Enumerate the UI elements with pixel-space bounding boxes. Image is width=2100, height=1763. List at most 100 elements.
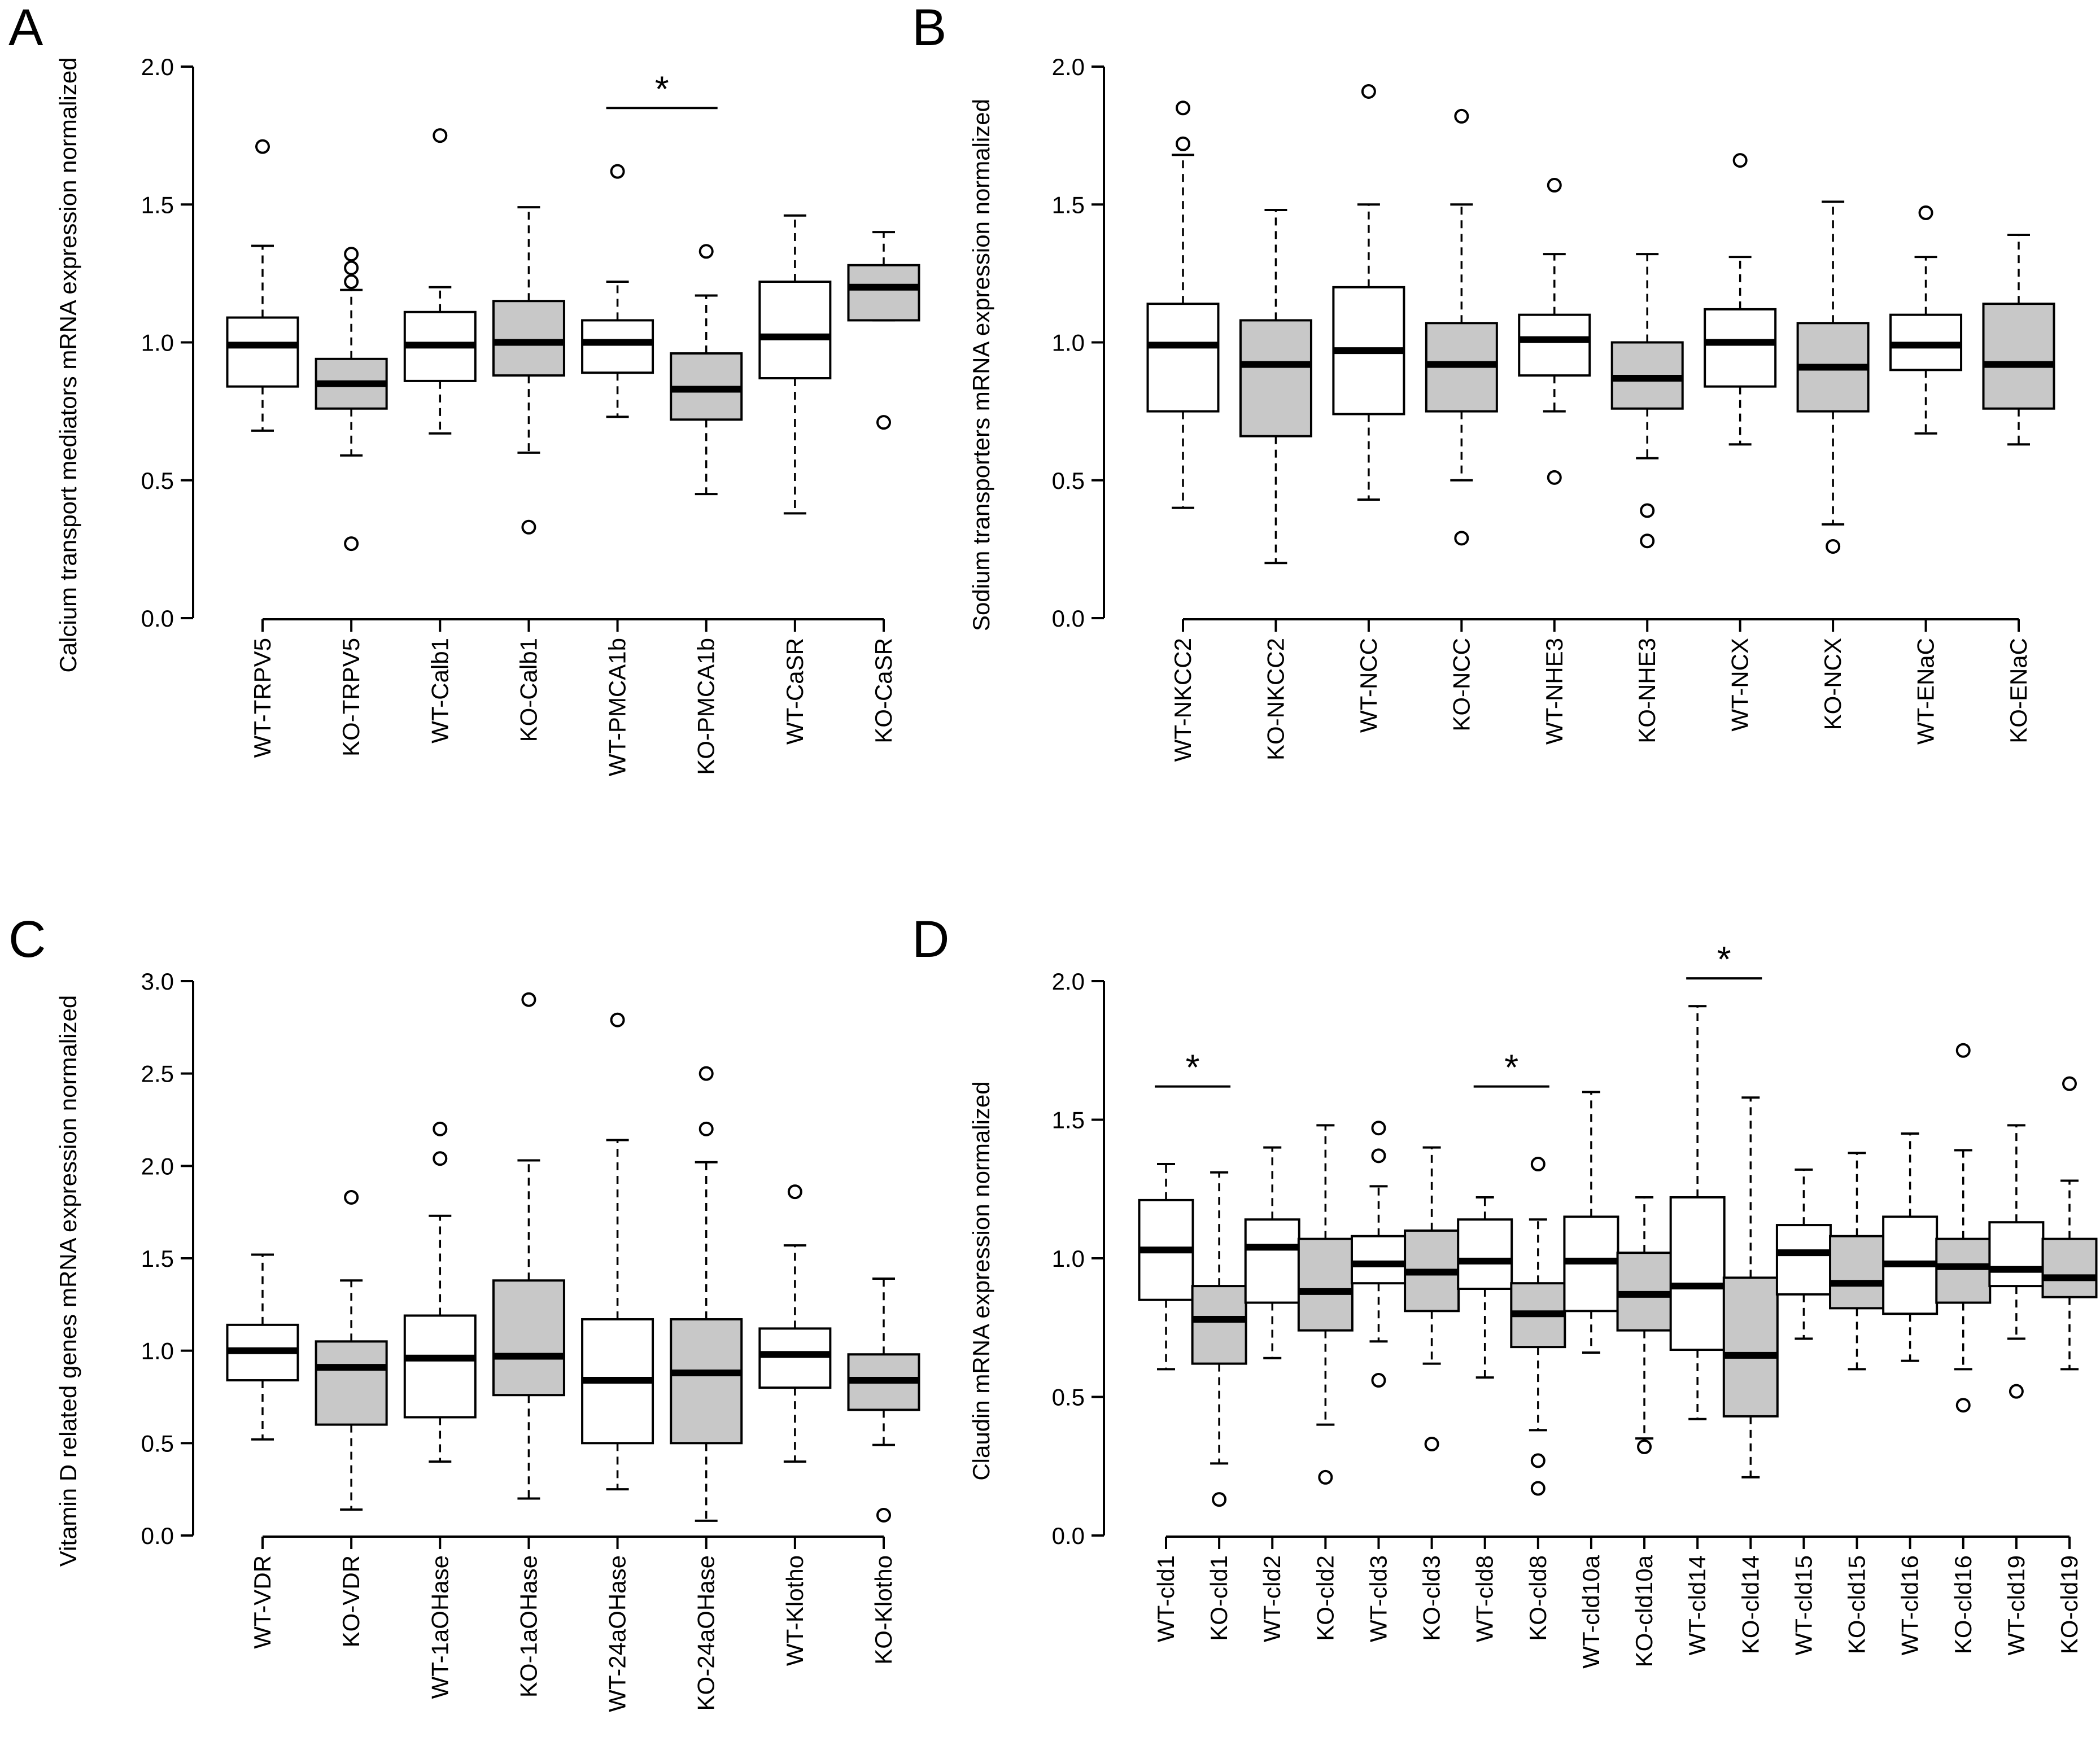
panel-d: D Claudin mRNA expression normalized 0.0 0.…	[912, 911, 2097, 1669]
y-tick-label: 0.5	[141, 467, 174, 494]
box-ko-calb1: KO-Calb1	[494, 207, 564, 742]
y-tick-label: 0.5	[1052, 467, 1085, 494]
outlier-point	[1532, 1482, 1544, 1495]
y-tick-label: 1.0	[1052, 1245, 1085, 1272]
box-iqr	[228, 318, 298, 387]
outlier-point	[522, 994, 535, 1006]
y-axis-title: Calcium transport mediators mRNA express…	[55, 57, 81, 672]
box-wt-trpv5: WT-TRPV5	[228, 141, 298, 758]
box-ko-pmca1b: KO-PMCA1b	[671, 245, 741, 775]
outlier-point	[1177, 138, 1189, 150]
box-wt-cld10a: WT-cld10a	[1564, 1092, 1618, 1668]
box-ko-klotho: KO-Klotho	[849, 1279, 919, 1665]
x-category-label: KO-NCX	[1819, 638, 1846, 730]
panel-b: B Sodium transporters mRNA expression nor…	[912, 0, 2054, 762]
box-iqr	[494, 301, 564, 375]
figure: ACalcium transport mediators mRNA expres…	[0, 0, 2100, 1763]
outlier-point	[1827, 540, 1839, 553]
box-wt-vdr: WT-VDR	[228, 1254, 298, 1648]
outlier-point	[1372, 1374, 1385, 1386]
y-tick-label: 0.5	[1052, 1384, 1085, 1411]
x-category-label: KO-cld1	[1206, 1555, 1232, 1641]
box-wt-cld19: WT-cld19	[1989, 1125, 2043, 1655]
box-iqr	[316, 1341, 387, 1424]
x-category-label: WT-NKCC2	[1169, 638, 1196, 762]
box-ko-casr: KO-CaSR	[849, 232, 919, 743]
outlier-point	[1363, 85, 1375, 98]
box-ko-enac: KO-ENaC	[1984, 235, 2054, 743]
outlier-point	[877, 1509, 890, 1521]
x-category-label: KO-cld16	[1950, 1555, 1976, 1654]
outlier-point	[612, 165, 624, 178]
x-category-label: WT-ENaC	[1913, 638, 1939, 745]
x-category-label: WT-VDR	[249, 1555, 276, 1649]
box-ko-nhe3: KO-NHE3	[1612, 254, 1683, 743]
box-iqr	[1352, 1236, 1405, 1283]
box-iqr	[1148, 304, 1219, 412]
box-wt-cld15: WT-cld15	[1777, 1170, 1831, 1655]
box-iqr	[1241, 320, 1311, 436]
panel-letter: D	[912, 911, 949, 968]
box-iqr	[1705, 309, 1775, 387]
x-category-label: WT-Calb1	[426, 638, 453, 743]
y-tick-label: 1.0	[141, 1338, 174, 1364]
box-iqr	[1989, 1222, 2043, 1286]
box-iqr	[405, 1315, 475, 1417]
box-wt-1aohase: WT-1aOHase	[405, 1123, 475, 1699]
y-tick-label: 0.0	[1052, 1523, 1085, 1549]
x-category-label: WT-1aOHase	[426, 1555, 453, 1699]
panel-a: A Calcium transport mediators mRNA expres…	[8, 0, 919, 776]
y-axis-title: Vitamin D related genes mRNA expression …	[55, 995, 81, 1567]
box-wt-calb1: WT-Calb1	[405, 129, 475, 743]
box-iqr	[1830, 1236, 1884, 1309]
box-iqr	[759, 1328, 830, 1388]
outlier-point	[1548, 471, 1561, 484]
x-category-label: KO-cld10a	[1631, 1555, 1657, 1667]
x-category-label: KO-NKCC2	[1262, 638, 1289, 760]
y-tick-label: 2.0	[1052, 968, 1085, 995]
x-category-label: KO-PMCA1b	[693, 638, 719, 775]
box-wt-cld2: WT-cld2	[1246, 1148, 1299, 1642]
y-tick-label: 1.5	[141, 1245, 174, 1272]
outlier-point	[256, 141, 269, 153]
box-iqr	[1458, 1219, 1512, 1289]
y-tick-label: 0.0	[1052, 605, 1085, 632]
outlier-point	[1532, 1158, 1544, 1170]
x-category-label: KO-CaSR	[870, 638, 897, 743]
box-iqr	[759, 282, 830, 378]
y-tick-label: 1.5	[1052, 1107, 1085, 1134]
box-ko-cld16: KO-cld16	[1936, 1044, 1990, 1654]
box-ko-trpv5: KO-TRPV5	[316, 248, 387, 756]
x-category-label: KO-TRPV5	[338, 638, 364, 756]
outlier-point	[345, 1191, 357, 1204]
outlier-point	[2010, 1385, 2023, 1398]
box-ko-cld1: KO-cld1	[1193, 1173, 1246, 1641]
x-category-label: WT-24aOHase	[604, 1555, 631, 1712]
y-tick-label: 2.0	[141, 54, 174, 80]
box-ko-cld10a: KO-cld10a	[1618, 1197, 1671, 1667]
x-category-label: WT-cld2	[1259, 1555, 1285, 1642]
x-category-label: WT-NHE3	[1541, 638, 1568, 745]
x-category-label: KO-24aOHase	[693, 1555, 719, 1710]
box-iqr	[1299, 1239, 1352, 1331]
y-tick-label: 2.5	[141, 1061, 174, 1087]
outlier-point	[434, 129, 446, 142]
outlier-point	[345, 262, 357, 274]
outlier-point	[700, 1123, 713, 1135]
box-wt-nkcc2: WT-NKCC2	[1148, 102, 1219, 762]
y-tick-label: 0.0	[141, 1523, 174, 1549]
outlier-point	[434, 1123, 446, 1135]
box-wt-klotho: WT-Klotho	[759, 1185, 830, 1666]
y-tick-label: 1.0	[1052, 330, 1085, 356]
outlier-point	[1548, 179, 1561, 191]
x-category-label: KO-Klotho	[870, 1555, 897, 1665]
x-category-label: WT-cld15	[1790, 1555, 1817, 1655]
box-iqr	[671, 1319, 741, 1443]
box-iqr	[1246, 1219, 1299, 1302]
x-category-label: KO-cld14	[1737, 1555, 1763, 1654]
box-wt-cld1: WT-cld1	[1139, 1164, 1193, 1642]
box-wt-ncc: WT-NCC	[1333, 85, 1404, 733]
panel-letter: B	[912, 0, 946, 56]
outlier-point	[1920, 207, 1932, 219]
x-category-label: WT-NCC	[1355, 638, 1382, 733]
